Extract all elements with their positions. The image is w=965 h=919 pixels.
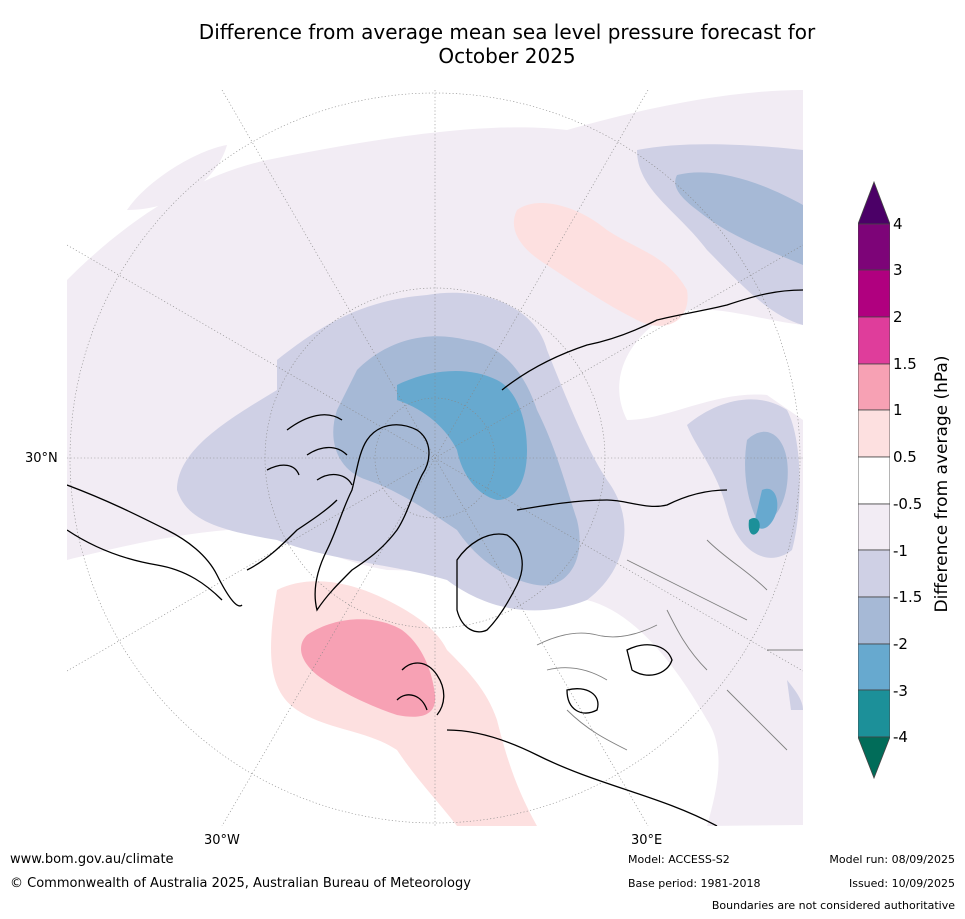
footer-base-period: Base period: 1981-2018 <box>628 877 761 890</box>
anomaly-minus-1-5 <box>333 172 803 586</box>
europe-coast <box>396 662 718 826</box>
colorbar-tick-1-5: 1.5 <box>893 355 917 373</box>
north-america-coast <box>67 484 338 607</box>
colorbar-segment-2-to-3 <box>858 269 890 318</box>
colorbar-tick-1: 1 <box>893 401 903 419</box>
country-borders <box>536 539 803 751</box>
footer-url[interactable]: www.bom.gov.au/climate <box>10 852 174 867</box>
colorbar-segment-below-minus-4 <box>858 736 890 780</box>
footer-disclaimer: Boundaries are not considered authoritat… <box>711 899 955 912</box>
colorbar-tick-minus-2: -2 <box>893 635 908 653</box>
colorbar-segment-minus-0-5-to-minus-1 <box>858 503 890 551</box>
caspian-black-sea <box>566 644 673 714</box>
title-line-2: October 2025 <box>438 44 576 68</box>
polar-pressure-anomaly-map <box>67 90 803 826</box>
anomaly-minus-2 <box>397 370 778 529</box>
longitude-label-30w: 30°W <box>204 833 240 848</box>
colorbar-tick-0-5: 0.5 <box>893 448 917 466</box>
colorbar-segment-1-5-to-2 <box>858 316 890 365</box>
footer-issued: Issued: 10/09/2025 <box>848 877 955 890</box>
anomaly-plus-1 <box>301 619 436 717</box>
colorbar-title: Difference from average (hPa) <box>932 355 952 613</box>
footer-model: Model: ACCESS-S2 <box>628 853 730 866</box>
colorbar-segment-0-5-to-1 <box>858 409 890 458</box>
arctic-islands <box>266 414 353 486</box>
colorbar-segment-minus-1-5-to-minus-2 <box>858 596 890 645</box>
title-line-1: Difference from average mean sea level p… <box>198 20 816 44</box>
colorbar-tick-minus-4: -4 <box>893 728 908 746</box>
latitude-label-30n: 30°N <box>25 451 58 466</box>
colorbar-tick-minus-0-5: -0.5 <box>893 495 923 513</box>
chart-title: Difference from average mean sea level p… <box>140 20 874 68</box>
colorbar-segment-minus-1-to-minus-1-5 <box>858 549 890 598</box>
footer-copyright: © Commonwealth of Australia 2025, Austra… <box>10 876 471 891</box>
colorbar-tick-minus-1-5: -1.5 <box>893 588 923 606</box>
graticule <box>67 90 803 826</box>
coastlines <box>67 289 803 826</box>
greenland-coast <box>314 424 430 612</box>
colorbar-segment-neutral <box>858 456 890 505</box>
colorbar-segment-minus-3-to-minus-4 <box>858 689 890 738</box>
footer-model-run: Model run: 08/09/2025 <box>829 853 955 866</box>
anomaly-minus-3 <box>748 518 760 535</box>
longitude-label-30e: 30°E <box>631 833 663 848</box>
colorbar-segment-3-to-4 <box>858 223 890 271</box>
colorbar-tick-minus-3: -3 <box>893 682 908 700</box>
colorbar-segment-above-4 <box>858 180 890 225</box>
colorbar-tick-3: 3 <box>893 261 903 279</box>
colorbar-tick-4: 4 <box>893 215 903 233</box>
colorbar-tick-minus-1: -1 <box>893 542 908 560</box>
colorbar <box>858 180 890 780</box>
colorbar-segment-1-to-1-5 <box>858 363 890 411</box>
colorbar-tick-2: 2 <box>893 308 903 326</box>
eurasia-north-coast <box>501 289 803 511</box>
scandinavia-coast <box>456 533 523 633</box>
colorbar-segment-minus-2-to-minus-3 <box>858 643 890 691</box>
